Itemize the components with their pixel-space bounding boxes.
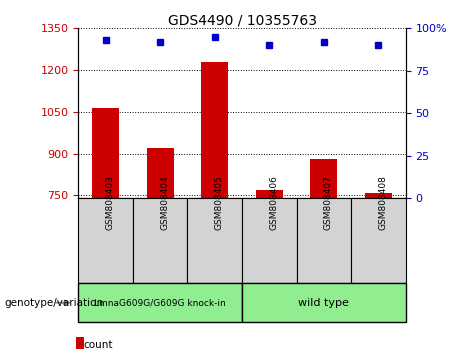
Bar <box>78 283 242 322</box>
Text: LmnaG609G/G609G knock-in: LmnaG609G/G609G knock-in <box>95 298 226 307</box>
Bar <box>365 193 392 198</box>
Text: GSM808408: GSM808408 <box>378 175 387 230</box>
Bar <box>256 190 283 198</box>
Bar <box>351 198 406 283</box>
Title: GDS4490 / 10355763: GDS4490 / 10355763 <box>167 13 317 27</box>
Text: GSM808406: GSM808406 <box>269 175 278 230</box>
Bar <box>310 159 337 198</box>
Bar <box>188 198 242 283</box>
Text: GSM808405: GSM808405 <box>215 175 224 230</box>
Bar <box>296 198 351 283</box>
Bar <box>133 198 188 283</box>
Bar <box>242 198 296 283</box>
Bar <box>147 148 174 198</box>
Text: wild type: wild type <box>298 298 349 308</box>
Text: GSM808404: GSM808404 <box>160 175 169 230</box>
Bar <box>242 283 406 322</box>
Text: GSM808407: GSM808407 <box>324 175 333 230</box>
Bar <box>78 198 133 283</box>
Bar <box>92 108 119 198</box>
Text: GSM808403: GSM808403 <box>106 175 115 230</box>
Text: genotype/variation: genotype/variation <box>5 298 104 308</box>
Bar <box>201 62 228 198</box>
Text: count: count <box>83 340 112 350</box>
